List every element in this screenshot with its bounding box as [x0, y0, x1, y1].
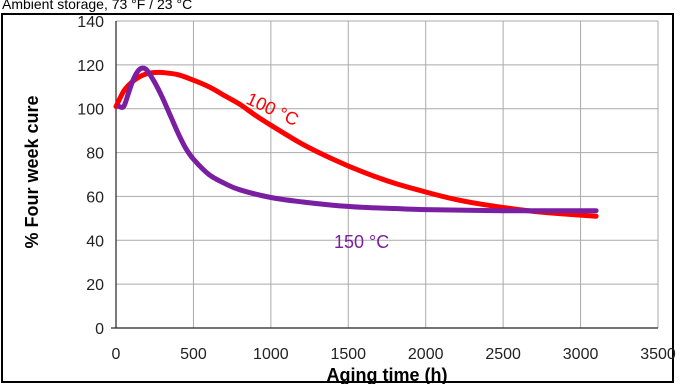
- series-lines: [113, 65, 599, 219]
- chart-top-text: Ambient storage, 73 °F / 23 °C: [2, 0, 192, 12]
- y-tick-label: 40: [86, 233, 104, 250]
- y-axis-title: % Four week cure: [22, 95, 42, 248]
- x-tick-label: 2000: [408, 346, 444, 363]
- x-tick-label: 2500: [485, 346, 521, 363]
- series-line-100c: [113, 69, 599, 219]
- chart-border: [1, 13, 674, 383]
- x-tick-label: 500: [180, 346, 207, 363]
- x-tick-label: 1000: [253, 346, 289, 363]
- y-tick-label: 20: [86, 277, 104, 294]
- x-tick-label: 0: [112, 346, 121, 363]
- y-tick-label: 140: [77, 14, 104, 31]
- series-line-150c: [116, 65, 599, 214]
- tick-labels: 0 500 1000 1500 2000 2500 3000 3500 0 20 40 60 80 100…: [77, 14, 676, 363]
- y-tick-label: 0: [95, 321, 104, 338]
- y-tick-label: 80: [86, 146, 104, 163]
- x-tick-label: 1500: [330, 346, 366, 363]
- series-label-150c: 150 °C: [334, 232, 389, 252]
- y-tick-label: 100: [77, 102, 104, 119]
- x-tick-label: 3500: [640, 346, 676, 363]
- grid: [111, 20, 659, 329]
- y-tick-label: 120: [77, 58, 104, 75]
- x-tick-label: 3000: [563, 346, 599, 363]
- y-tick-label: 60: [86, 189, 104, 206]
- x-axis-title: Aging time (h): [327, 365, 448, 384]
